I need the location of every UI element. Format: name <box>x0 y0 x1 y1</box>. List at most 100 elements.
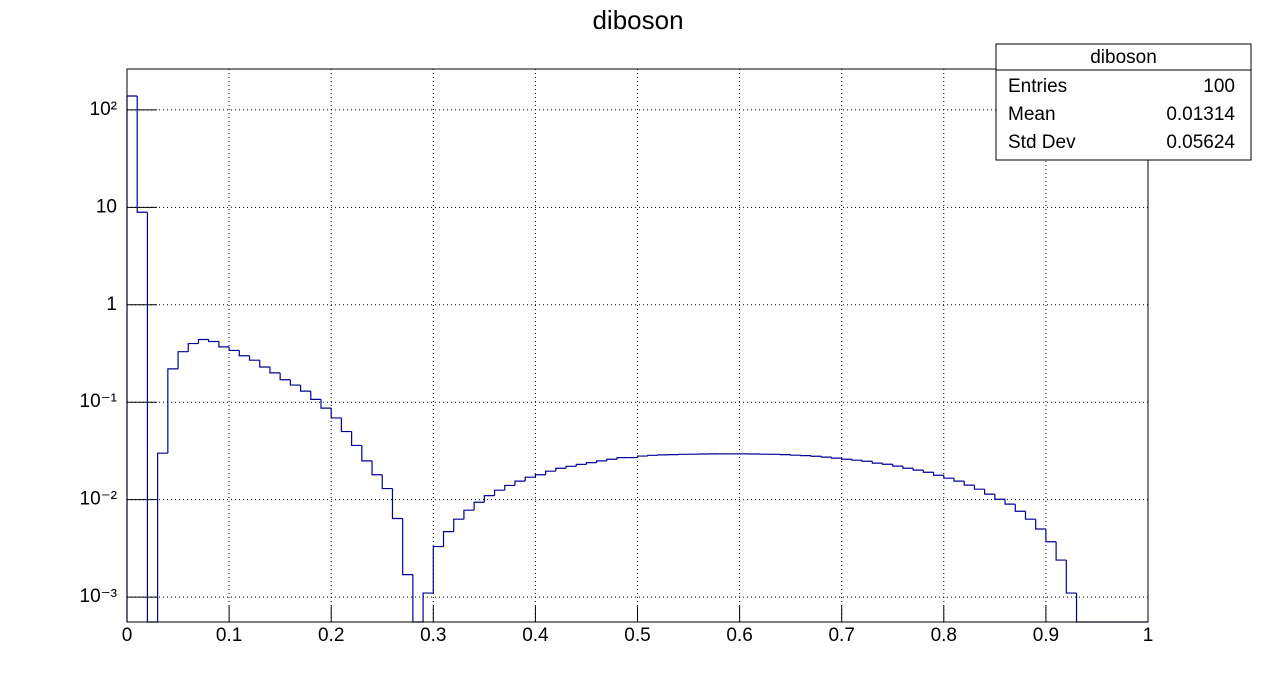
histogram-bin <box>524 476 536 482</box>
histogram-bin <box>1035 519 1046 530</box>
x-tick-label: 0.5 <box>624 625 650 646</box>
histogram-bin <box>330 408 342 419</box>
histogram-bin <box>902 466 914 469</box>
histogram-bin <box>922 470 934 473</box>
histogram-bin <box>310 391 321 400</box>
histogram-bin <box>953 478 965 482</box>
histogram-bin <box>606 458 618 461</box>
histogram-bin <box>483 495 495 503</box>
y-tick-label: 10⁻¹ <box>80 391 118 412</box>
x-tick-label: 0.1 <box>216 625 242 646</box>
histogram-bin <box>228 346 240 352</box>
histogram-bin <box>912 468 924 471</box>
histogram-bin <box>973 485 985 490</box>
chart-title: diboson <box>592 5 683 35</box>
histogram-bin <box>371 460 383 476</box>
histogram-bin <box>575 463 587 467</box>
histogram-bin <box>238 350 250 357</box>
histogram-bin <box>463 509 475 520</box>
histogram-bin <box>1055 541 1067 561</box>
histogram-bin <box>157 452 168 622</box>
histogram-bin <box>851 459 863 461</box>
histogram-bin <box>391 488 403 520</box>
histogram-bin <box>361 445 373 462</box>
histogram-bin <box>861 460 873 462</box>
histogram-bin <box>1065 560 1077 594</box>
histogram-bin <box>943 475 955 479</box>
stats-label: Entries <box>1008 76 1067 97</box>
x-tick-label: 0.8 <box>931 625 957 646</box>
histogram-bin <box>279 372 291 381</box>
histogram-bin <box>790 454 801 456</box>
x-tick-label: 0.4 <box>522 625 549 646</box>
stats-value: 100 <box>1203 76 1235 97</box>
stats-value: 0.01314 <box>1166 104 1235 125</box>
histogram-bin <box>636 455 648 458</box>
histogram-bin <box>585 462 597 465</box>
histogram-bin <box>647 454 658 457</box>
histogram-bin <box>269 366 281 374</box>
histogram-bin <box>871 461 883 464</box>
histogram-bin <box>381 474 393 490</box>
histogram-bin <box>422 592 434 622</box>
histogram-bin <box>1004 499 1016 505</box>
histogram-bin <box>830 457 842 459</box>
histogram-bin <box>136 95 148 213</box>
histogram-bin <box>820 456 832 458</box>
stats-value: 0.05624 <box>1166 132 1235 153</box>
histogram-bin <box>504 484 515 491</box>
histogram-bin <box>534 474 546 478</box>
histogram-bin <box>248 355 260 361</box>
y-tick-label: 10 <box>96 196 117 217</box>
histogram-bin <box>208 339 219 343</box>
histogram-bin <box>1024 511 1036 520</box>
histogram-bin <box>616 457 628 460</box>
stats-label: Std Dev <box>1008 132 1076 153</box>
y-tick-label: 1 <box>106 294 117 315</box>
histogram-bin <box>289 379 301 386</box>
stats-box <box>995 43 1252 161</box>
histogram-bin <box>442 531 454 547</box>
histogram-bin <box>299 385 311 392</box>
histogram-bin <box>841 458 852 460</box>
histogram-bin <box>1014 504 1026 512</box>
x-tick-label: 0.7 <box>828 625 854 646</box>
histogram-bin <box>218 341 230 348</box>
histogram-bin <box>402 518 413 576</box>
y-tick-label: 10⁻³ <box>80 586 118 607</box>
histogram-bin <box>545 470 556 475</box>
histogram-bin <box>351 431 362 447</box>
y-tick-label: 10² <box>90 99 117 120</box>
histogram-bin <box>963 481 975 486</box>
x-tick-label: 0.6 <box>726 625 752 646</box>
histogram-bin <box>259 360 270 368</box>
histogram-bin <box>473 501 485 511</box>
histogram-bin <box>555 467 567 472</box>
histogram-bin <box>320 399 332 409</box>
histogram-bin <box>514 480 526 486</box>
histogram-bin <box>596 460 607 463</box>
x-tick-label: 1 <box>1143 625 1154 646</box>
stats-title: diboson <box>1090 47 1157 68</box>
x-tick-label: 0.9 <box>1033 625 1059 646</box>
histogram-bin <box>984 489 995 495</box>
x-tick-label: 0.2 <box>318 625 344 646</box>
histogram-bin <box>432 545 444 594</box>
histogram-bin <box>493 489 505 496</box>
histogram-bin <box>453 518 464 532</box>
histogram-bin <box>177 351 189 369</box>
x-tick-label: 0 <box>122 625 133 646</box>
histogram-bin <box>932 472 944 476</box>
stats-label: Mean <box>1008 104 1056 125</box>
histogram-bin <box>197 338 209 344</box>
x-tick-label: 0.3 <box>420 625 446 646</box>
plot-frame <box>126 68 1149 623</box>
histogram-bin <box>167 368 179 454</box>
histogram-bin <box>187 342 199 352</box>
histogram-bin <box>881 463 893 465</box>
histogram-bin <box>565 465 577 469</box>
histogram-bin <box>340 417 352 433</box>
histogram-bin <box>810 455 822 457</box>
histogram-bin <box>892 464 903 467</box>
